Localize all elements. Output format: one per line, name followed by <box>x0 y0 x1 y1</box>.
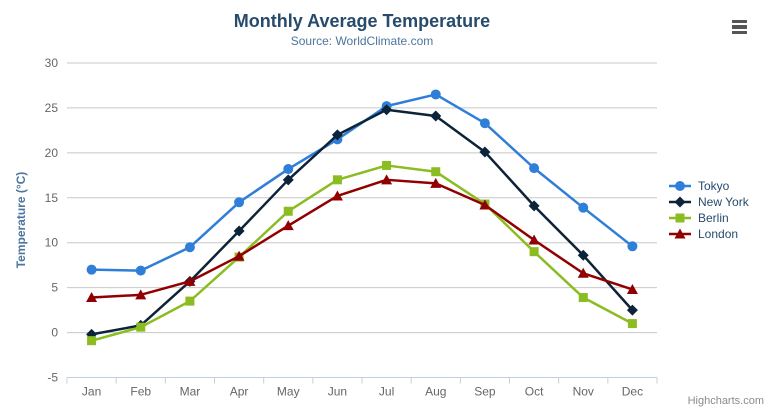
legend-item-new-york[interactable]: New York <box>668 194 749 210</box>
square-icon[interactable] <box>675 213 685 223</box>
x-axis-tick-label: Jan <box>82 385 101 399</box>
data-point-marker[interactable] <box>479 118 490 129</box>
hamburger-menu-icon <box>732 30 747 34</box>
x-axis-tick-label: Aug <box>425 385 446 399</box>
legend-item-label: Berlin <box>698 211 729 225</box>
data-point-marker[interactable] <box>626 304 638 316</box>
data-point-marker[interactable] <box>626 283 638 294</box>
y-axis-tick-label: 0 <box>51 326 58 340</box>
data-point-marker[interactable] <box>282 174 294 186</box>
x-axis-tick-label: Sep <box>474 385 496 399</box>
chart-subtitle: Source: WorldClimate.com <box>290 34 434 48</box>
data-point-marker[interactable] <box>479 146 491 158</box>
y-axis-tick-label: -5 <box>47 371 58 385</box>
data-point-marker[interactable] <box>283 206 293 216</box>
data-point-marker[interactable] <box>577 249 589 261</box>
data-point-marker[interactable] <box>577 267 589 278</box>
data-point-marker[interactable] <box>135 265 146 276</box>
legend-item-tokyo[interactable]: Tokyo <box>668 178 749 194</box>
data-point-marker[interactable] <box>430 110 442 122</box>
x-axis-tick-label: Nov <box>573 385 594 399</box>
series-line[interactable] <box>90 178 634 299</box>
data-point-marker[interactable] <box>528 234 540 245</box>
data-point-marker[interactable] <box>382 160 392 170</box>
data-point-marker[interactable] <box>430 89 441 100</box>
triangle-icon[interactable] <box>674 228 686 239</box>
data-point-marker[interactable] <box>282 220 294 231</box>
y-axis-tick-label: 30 <box>45 56 59 70</box>
data-point-marker[interactable] <box>479 199 491 210</box>
data-point-marker[interactable] <box>87 336 97 346</box>
x-axis-tick-label: Jul <box>379 385 394 399</box>
data-point-marker[interactable] <box>430 177 442 188</box>
data-point-marker[interactable] <box>185 296 195 306</box>
data-point-marker[interactable] <box>86 264 97 275</box>
data-point-marker[interactable] <box>578 202 589 213</box>
data-point-marker[interactable] <box>135 289 147 300</box>
x-axis-tick-label: Dec <box>622 385 643 399</box>
x-axis-tick-label: Feb <box>130 385 151 399</box>
circle-legend-marker-icon <box>669 181 691 191</box>
x-axis-tick-label: Mar <box>180 385 201 399</box>
series-new-york <box>86 104 638 340</box>
y-axis-tick-label: 15 <box>45 191 59 205</box>
series-line[interactable] <box>90 93 634 272</box>
y-axis-tick-label: 5 <box>51 281 58 295</box>
hamburger-menu-icon <box>732 25 747 29</box>
y-axis-tick-label: 25 <box>45 101 59 115</box>
x-axis-tick-label: Oct <box>525 385 544 399</box>
triangle-legend-marker-icon <box>669 228 691 239</box>
data-point-marker[interactable] <box>283 164 294 175</box>
legend-item-label: London <box>698 227 739 241</box>
series-london <box>86 174 638 303</box>
x-axis-tick-label: Apr <box>230 385 249 399</box>
x-axis-tick-label: May <box>277 385 300 399</box>
data-point-marker[interactable] <box>234 197 245 208</box>
circle-icon[interactable] <box>675 181 685 191</box>
data-point-marker[interactable] <box>86 292 98 303</box>
data-point-marker[interactable] <box>184 242 195 253</box>
series-tokyo <box>86 89 638 276</box>
data-point-marker[interactable] <box>332 175 342 185</box>
data-point-marker[interactable] <box>381 104 393 116</box>
data-point-marker[interactable] <box>331 190 343 201</box>
data-point-marker[interactable] <box>233 225 245 237</box>
data-point-marker[interactable] <box>381 174 393 185</box>
y-axis-tick-label: 20 <box>45 146 59 160</box>
data-point-marker[interactable] <box>233 250 245 261</box>
legend: Tokyo New York Berlin London <box>668 178 749 242</box>
data-point-marker[interactable] <box>184 275 196 286</box>
diamond-icon[interactable] <box>674 196 686 208</box>
y-axis-tick-label: 10 <box>45 236 59 250</box>
export-menu-button[interactable] <box>732 20 749 34</box>
data-point-marker[interactable] <box>136 322 146 332</box>
y-axis-title: Temperature (°C) <box>14 171 28 269</box>
legend-item-label: New York <box>698 195 749 209</box>
square-legend-marker-icon <box>669 213 691 223</box>
data-point-marker[interactable] <box>627 319 637 329</box>
x-axis-tick-label: Jun <box>328 385 347 399</box>
series-line[interactable] <box>90 164 634 342</box>
data-point-marker[interactable] <box>331 129 343 141</box>
hamburger-menu-icon <box>732 20 747 24</box>
data-point-marker[interactable] <box>528 200 540 212</box>
diamond-legend-marker-icon <box>669 196 691 208</box>
series-line[interactable] <box>90 108 634 336</box>
data-point-marker[interactable] <box>529 163 540 174</box>
data-point-marker[interactable] <box>431 167 441 177</box>
legend-item-berlin[interactable]: Berlin <box>668 210 749 226</box>
data-point-marker[interactable] <box>627 241 638 252</box>
legend-item-label: Tokyo <box>698 179 730 193</box>
data-point-marker[interactable] <box>578 293 588 303</box>
chart-title: Monthly Average Temperature <box>233 11 491 31</box>
data-point-marker[interactable] <box>529 247 539 257</box>
credits-link[interactable]: Highcharts.com <box>687 395 764 407</box>
legend-item-london[interactable]: London <box>668 226 749 242</box>
